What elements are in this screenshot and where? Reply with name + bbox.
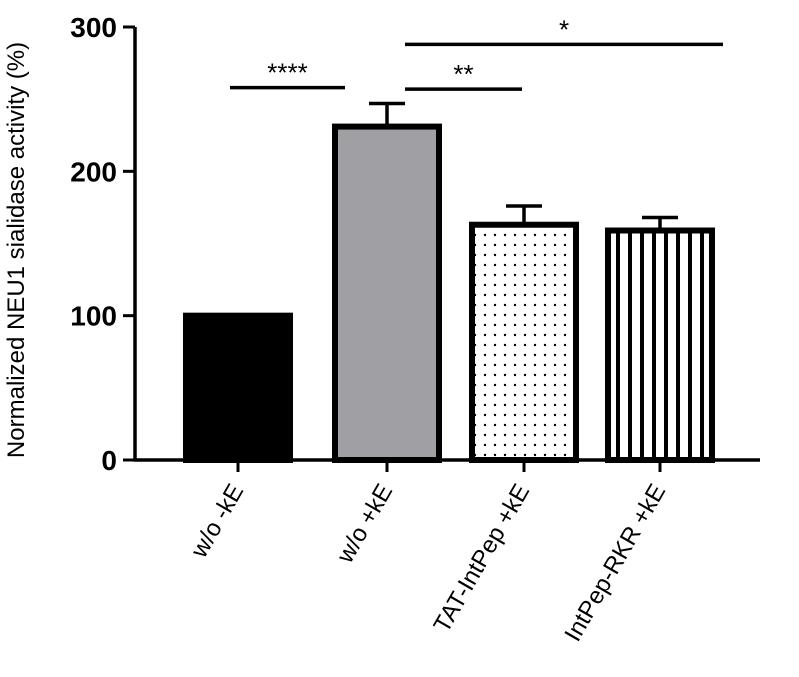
bars [183,123,715,463]
category-label: w/o +kE [331,480,398,569]
y-tick-label: 100 [70,301,117,332]
error-bars [369,101,678,231]
significance-brackets: **** *** [230,14,723,91]
bar [183,312,293,463]
y-axis: 0 100 200 300 [70,12,137,476]
y-tick-label: 300 [70,12,117,43]
significance-label: ** [453,59,473,89]
bar [605,227,715,463]
category-label: w/o -kE [185,480,249,564]
y-tick-label: 0 [101,445,117,476]
significance-label: * [559,14,569,44]
y-tick-label: 200 [70,156,117,187]
bar [469,221,579,463]
category-label: IntPep-RKR +kE [559,480,671,647]
bar [332,123,442,463]
x-axis [133,458,760,472]
y-axis-title: Normalized NEU1 sialidase activity (%) [3,42,30,458]
significance-label: **** [267,58,307,88]
category-labels: w/o -kE w/o +kE TAT-IntPep +kE IntPep-RKR +… [185,480,671,647]
category-label: TAT-IntPep +kE [429,480,536,638]
